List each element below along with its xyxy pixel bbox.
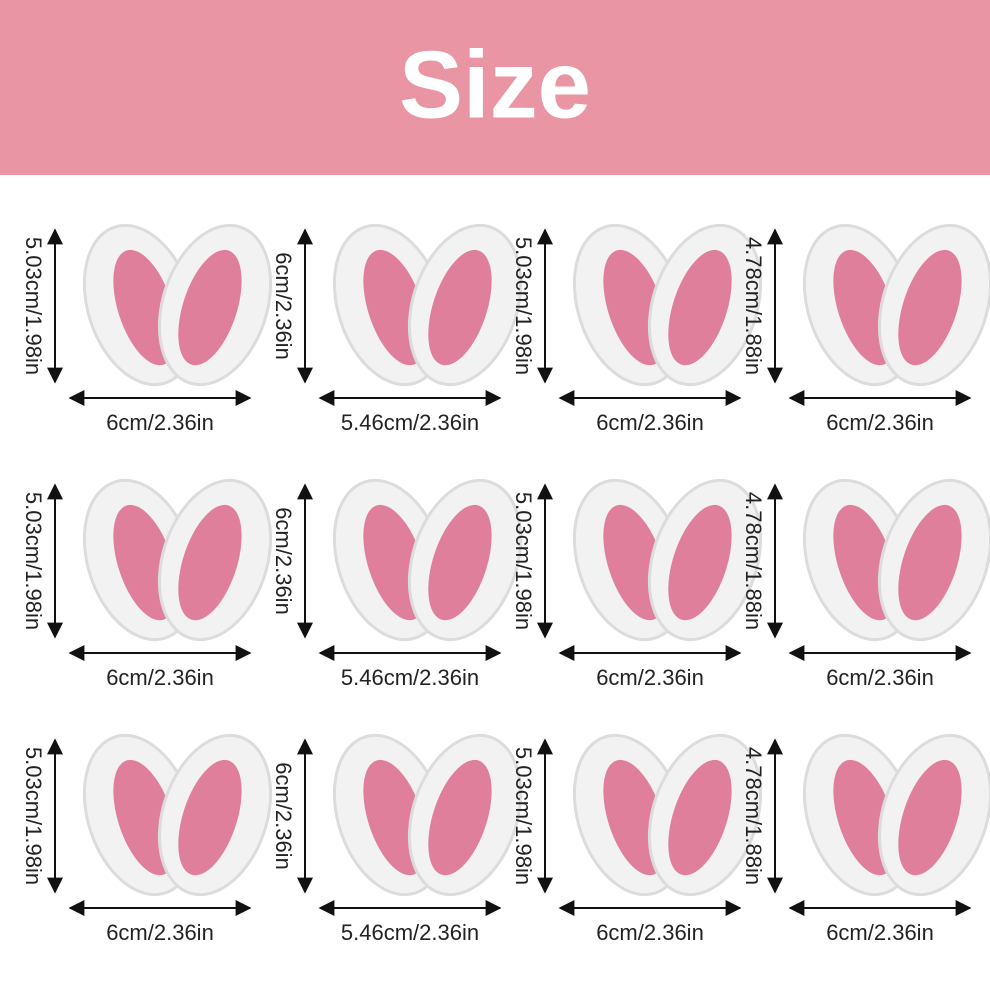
ear-inner: [428, 249, 492, 366]
ear-inner: [898, 504, 962, 621]
ear-inner: [178, 504, 242, 621]
width-label: 6cm/2.36in: [106, 665, 214, 690]
height-label: 4.78cm/1.88in: [741, 747, 766, 885]
ear-inner: [668, 504, 732, 621]
width-label: 6cm/2.36in: [596, 410, 704, 435]
height-label: 5.03cm/1.98in: [21, 747, 46, 885]
height-label: 6cm/2.36in: [271, 252, 296, 360]
ear-inner: [178, 249, 242, 366]
width-label: 6cm/2.36in: [826, 920, 934, 945]
ear-inner: [668, 249, 732, 366]
height-label: 5.03cm/1.98in: [21, 492, 46, 630]
width-label: 5.46cm/2.36in: [341, 920, 479, 945]
height-label: 4.78cm/1.88in: [741, 237, 766, 375]
header-band: [0, 0, 990, 175]
height-label: 6cm/2.36in: [271, 762, 296, 870]
width-label: 6cm/2.36in: [596, 920, 704, 945]
width-label: 6cm/2.36in: [826, 410, 934, 435]
height-label: 5.03cm/1.98in: [511, 747, 536, 885]
width-label: 6cm/2.36in: [826, 665, 934, 690]
width-label: 5.46cm/2.36in: [341, 410, 479, 435]
width-label: 6cm/2.36in: [106, 410, 214, 435]
height-label: 6cm/2.36in: [271, 507, 296, 615]
ear-inner: [898, 759, 962, 876]
ear-inner: [668, 759, 732, 876]
ear-inner: [428, 504, 492, 621]
width-label: 6cm/2.36in: [596, 665, 704, 690]
ear-inner: [898, 249, 962, 366]
height-label: 5.03cm/1.98in: [511, 237, 536, 375]
ear-inner: [178, 759, 242, 876]
width-label: 6cm/2.36in: [106, 920, 214, 945]
height-label: 5.03cm/1.98in: [511, 492, 536, 630]
ear-inner: [428, 759, 492, 876]
height-label: 4.78cm/1.88in: [741, 492, 766, 630]
width-label: 5.46cm/2.36in: [341, 665, 479, 690]
height-label: 5.03cm/1.98in: [21, 237, 46, 375]
header-title: Size: [399, 31, 591, 138]
